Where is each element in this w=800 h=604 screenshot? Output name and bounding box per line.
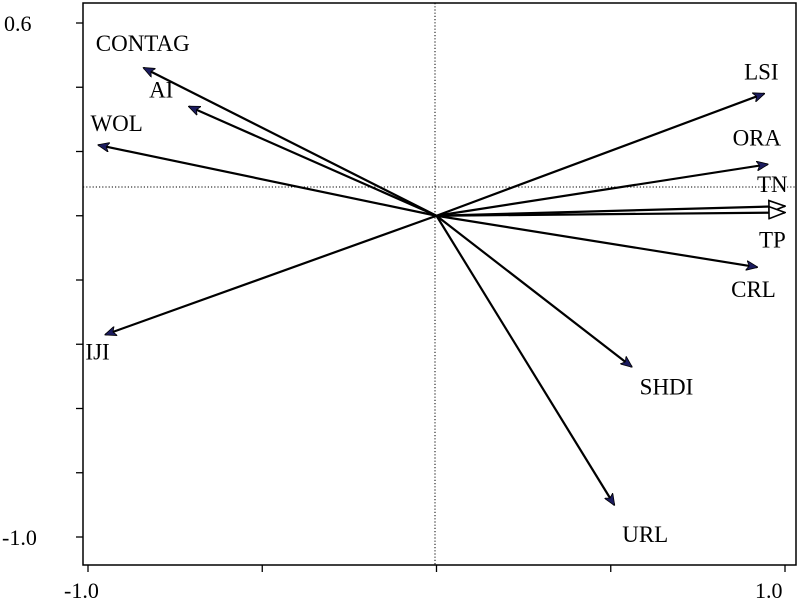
vector-label-contag: CONTAG: [96, 31, 190, 56]
vector-label-crl: CRL: [731, 277, 776, 302]
vector-label-ai: AI: [149, 78, 173, 103]
vector-label-url: URL: [622, 522, 668, 547]
x-tick-label-left: -1.0: [64, 578, 99, 603]
x-tick-label-right: 1.0: [755, 578, 783, 603]
vector-layer: [98, 66, 786, 505]
vector-ora: [436, 164, 768, 217]
vector-url: [435, 215, 615, 505]
vector-wol: [98, 145, 437, 217]
vector-label-layer: CONTAG AI WOL IJI LSI ORA TN TP CRL SHDI URL: [85, 31, 788, 547]
vector-crl: [436, 214, 758, 267]
y-tick-label-top: 0.6: [4, 11, 32, 36]
axis-ticks: [76, 22, 786, 572]
plot-frame: [82, 2, 797, 566]
vector-iji: [105, 214, 437, 335]
vector-shdi: [435, 214, 632, 367]
vector-label-ora: ORA: [733, 125, 782, 150]
vector-label-tn: TN: [757, 172, 788, 197]
vector-ai: [189, 105, 437, 217]
vector-label-iji: IJI: [85, 340, 109, 365]
vector-label-lsi: LSI: [744, 60, 779, 85]
vector-lsi: [436, 94, 765, 217]
vector-label-wol: WOL: [90, 111, 142, 136]
y-tick-label-bottom: -1.0: [2, 525, 37, 550]
vector-label-shdi: SHDI: [640, 375, 694, 400]
vector-label-tp: TP: [759, 228, 786, 253]
vector-contag: [144, 66, 437, 217]
vector-tp: [436, 213, 786, 216]
